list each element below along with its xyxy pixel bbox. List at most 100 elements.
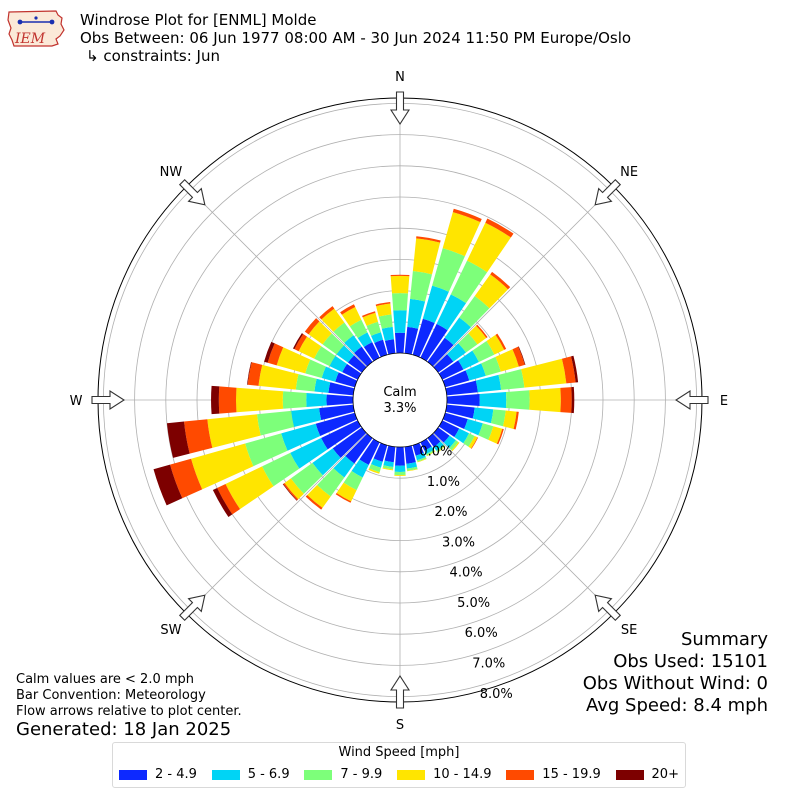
- bar-segment-280-0: [328, 382, 355, 396]
- bar-segment-80-1: [475, 374, 502, 393]
- bar-segment-70-5: [518, 346, 526, 365]
- bar-segment-280-4: [247, 362, 263, 386]
- bar-segment-220-1: [333, 455, 355, 478]
- bar-segment-0-4: [390, 274, 410, 277]
- bar-segment-280-5: [247, 362, 252, 385]
- radial-tick-label: 7.0%: [472, 657, 505, 672]
- radial-tick-label: 8.0%: [480, 687, 513, 702]
- bar-segment-150-1: [424, 446, 434, 455]
- summary-avg-speed: Avg Speed: 8.4 mph: [586, 695, 768, 716]
- bar-segment-70-2: [481, 356, 501, 376]
- bar-segment-140-2: [436, 444, 445, 453]
- bar-segment-180-0: [395, 446, 405, 466]
- legend-label: 15 - 19.9: [542, 767, 601, 782]
- legend-item: 5 - 6.9: [211, 767, 290, 782]
- compass-label-s: S: [396, 718, 404, 733]
- flow-arrow-icon: [594, 594, 622, 622]
- bar-segment-210-2: [343, 471, 363, 491]
- legend-swatch: [397, 769, 426, 780]
- bar-segment-100-0: [445, 404, 475, 419]
- bar-segment-350-3: [376, 303, 392, 317]
- bar-segment-10-1: [407, 298, 426, 329]
- compass-label-e: E: [720, 394, 728, 409]
- bar-segment-160-2: [416, 457, 427, 462]
- bar-segment-250-4: [170, 458, 203, 499]
- bar-segment-110-3: [488, 426, 503, 444]
- summary-obs-used: Obs Used: 15101: [613, 651, 768, 672]
- bar-segment-80-4: [561, 356, 576, 384]
- bar-segment-250-3: [191, 443, 254, 490]
- bar-segment-340-1: [371, 332, 384, 343]
- summary-obs-without-wind: Obs Without Wind: 0: [582, 673, 768, 694]
- bar-segment-100-3: [502, 410, 517, 429]
- bar-segment-330-4: [340, 304, 356, 315]
- bar-segment-260-3: [207, 414, 261, 448]
- bar-segment-130-0: [433, 427, 450, 443]
- bar-segment-300-5: [292, 333, 304, 350]
- legend-item: 15 - 19.9: [506, 767, 601, 782]
- flow-arrow-icon: [389, 91, 411, 126]
- flow-arrow-icon: [389, 674, 411, 709]
- bar-segment-90-4: [560, 387, 572, 413]
- bar-segment-20-0: [412, 318, 435, 358]
- bar-segment-170-0: [404, 445, 416, 464]
- bar-segment-90-2: [505, 390, 530, 410]
- legend-swatch: [506, 769, 535, 780]
- bar-segment-190-2: [382, 465, 394, 470]
- bar-segment-280-2: [295, 374, 317, 392]
- bar-segment-220-0: [345, 433, 373, 464]
- iowa-map-icon: IEM: [7, 10, 65, 47]
- calm-note: Calm values are < 2.0 mph: [16, 672, 195, 687]
- legend-title: Wind Speed [mph]: [338, 745, 460, 760]
- legend-swatch: [211, 769, 240, 780]
- legend: Wind Speed [mph] 2 - 4.9 5 - 6.9 7 - 9.9 10…: [112, 742, 686, 788]
- radial-tick-label: 3.0%: [442, 535, 475, 550]
- bar-segment-10-3: [412, 238, 441, 275]
- constraints-text: ↳ constraints: Jun: [86, 47, 220, 65]
- bar-segment-0-0: [394, 332, 406, 354]
- bar-segment-30-3: [467, 222, 511, 273]
- bar-segment-260-1: [291, 408, 322, 428]
- bar-segment-320-2: [333, 322, 354, 343]
- bar-segment-160-1: [415, 452, 426, 461]
- bar-segment-290-4: [267, 343, 284, 366]
- bar-segment-260-5: [166, 421, 190, 458]
- bar-segment-10-2: [410, 270, 433, 302]
- bar-segment-220-2: [317, 468, 345, 497]
- legend-label: 10 - 14.9: [433, 767, 492, 782]
- bar-segment-210-1: [351, 459, 369, 478]
- flow-arrow-icon: [178, 594, 206, 622]
- bar-segment-330-3: [341, 307, 362, 327]
- bar-segment-190-1: [383, 460, 394, 467]
- bar-segment-330-0: [363, 342, 380, 362]
- bar-segment-300-4: [294, 333, 308, 352]
- compass-label-se: SE: [621, 623, 637, 638]
- calm-circle: [352, 352, 448, 448]
- bar-segment-120-4: [471, 437, 479, 449]
- summary-heading: Summary: [681, 629, 768, 650]
- bar-segment-50-0: [433, 354, 454, 373]
- bar-segment-210-0: [359, 438, 380, 465]
- bar-segment-50-1: [447, 343, 467, 362]
- bar-segment-10-0: [404, 326, 419, 355]
- bar-segment-290-0: [335, 372, 358, 388]
- bar-segment-200-2: [369, 464, 381, 473]
- bar-segment-70-4: [512, 346, 525, 367]
- bar-segment-0-2: [391, 293, 409, 311]
- compass-label-w: W: [70, 394, 83, 409]
- bar-segment-80-3: [521, 358, 567, 388]
- bar-segment-160-0: [412, 442, 424, 456]
- bar-segment-280-3: [258, 364, 299, 390]
- bar-segment-350-0: [384, 339, 396, 355]
- legend-item: 2 - 4.9: [119, 767, 197, 782]
- bar-segment-270-3: [236, 387, 284, 413]
- bar-segment-0-3: [390, 275, 410, 294]
- bar-segment-320-0: [354, 346, 373, 367]
- bar-segment-100-1: [472, 407, 494, 424]
- bar-segment-210-4: [335, 492, 352, 503]
- bar-segment-140-1: [433, 441, 444, 451]
- chart-title: Windrose Plot for [ENML] Molde: [80, 11, 317, 29]
- compass-label-nw: NW: [160, 165, 183, 180]
- calm-label: Calm: [383, 385, 416, 400]
- bar-segment-250-0: [315, 412, 358, 437]
